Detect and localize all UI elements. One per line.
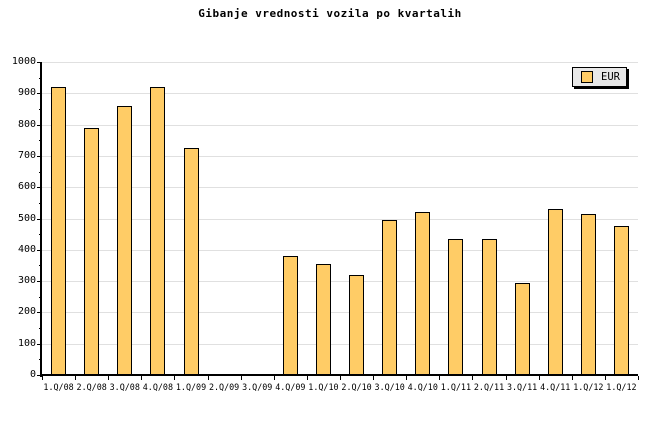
x-tick-label: 3.Q/11	[506, 382, 538, 392]
y-major-tick	[37, 218, 42, 220]
y-major-tick	[37, 249, 42, 251]
bar	[282, 256, 298, 375]
x-boundary-tick	[42, 376, 43, 380]
bar	[481, 238, 497, 375]
x-tick-label: 4.Q/08	[142, 382, 174, 392]
y-major-tick	[37, 343, 42, 345]
y-major-tick	[37, 124, 42, 126]
x-boundary-tick	[604, 376, 606, 380]
gridline	[42, 187, 638, 189]
y-tick-label: 200	[17, 306, 36, 318]
gridline	[42, 281, 638, 283]
x-tick-label: 1.Q/10	[308, 382, 339, 392]
gridline	[42, 62, 638, 63]
bar	[613, 226, 629, 375]
x-tick-label: 4.Q/10	[407, 382, 438, 392]
x-tick-label: 3.Q/08	[109, 382, 140, 392]
y-tick-label: 1000	[11, 56, 36, 67]
x-boundary-tick	[340, 376, 341, 380]
bar	[448, 238, 464, 375]
bar	[547, 209, 563, 375]
x-boundary-tick	[141, 376, 143, 380]
x-tick-label: 4.Q/11	[540, 382, 571, 392]
gridline	[42, 343, 638, 345]
x-boundary-tick	[306, 376, 308, 380]
y-tick-label: 600	[17, 181, 36, 193]
y-major-tick	[37, 281, 42, 283]
gridline	[42, 155, 638, 157]
x-boundary-tick	[273, 376, 275, 380]
gridline	[42, 218, 638, 220]
x-tick-label: 2.Q/08	[76, 382, 107, 392]
y-axis	[40, 62, 42, 377]
bar	[514, 282, 530, 375]
y-tick-label: 100	[17, 337, 36, 349]
x-boundary-tick	[505, 376, 507, 380]
gridline	[42, 249, 638, 251]
x-tick-label: 1.Q/08	[43, 382, 74, 392]
bar	[84, 127, 100, 375]
bar	[117, 105, 133, 375]
x-tick-label: 1.Q/11	[440, 382, 472, 392]
bar	[580, 213, 596, 375]
bar	[382, 220, 398, 375]
x-boundary-tick	[75, 376, 77, 380]
x-tick-label: 2.Q/09	[208, 382, 240, 392]
y-major-tick	[37, 375, 42, 376]
x-tick-label: 4.Q/09	[275, 382, 306, 392]
x-boundary-tick	[373, 376, 375, 380]
x-axis	[40, 374, 638, 376]
y-tick-label: 800	[17, 118, 36, 130]
x-boundary-tick	[472, 376, 474, 380]
y-tick-label: 400	[17, 243, 36, 255]
y-major-tick	[37, 62, 42, 63]
legend-label: EUR	[601, 71, 620, 83]
x-tick-label: 1.Q/12	[573, 382, 604, 392]
x-tick-label: 3.Q/09	[242, 382, 273, 392]
bar	[150, 87, 166, 375]
bar	[349, 274, 365, 375]
x-boundary-tick	[538, 376, 540, 380]
bar	[183, 148, 199, 375]
bar	[51, 87, 67, 375]
x-tick-label: 2.Q/11	[473, 382, 505, 392]
y-tick-label: 300	[17, 275, 36, 287]
chart-title: Gibanje vrednosti vozila po kvartalih	[198, 7, 462, 20]
x-boundary-tick	[571, 376, 573, 380]
x-boundary-tick	[638, 376, 639, 380]
y-tick-label: 700	[17, 149, 36, 161]
bar	[315, 263, 331, 375]
legend: EUR	[572, 67, 627, 87]
bar	[415, 212, 431, 375]
x-boundary-tick	[406, 376, 408, 380]
x-tick-label: 2.Q/10	[341, 382, 372, 392]
x-boundary-tick	[439, 376, 441, 380]
y-major-tick	[37, 312, 42, 314]
y-tick-label: 500	[17, 212, 36, 224]
y-tick-label: 0	[29, 369, 36, 380]
x-boundary-tick	[174, 376, 176, 380]
x-tick-label: 3.Q/10	[374, 382, 405, 392]
x-boundary-tick	[240, 376, 242, 380]
x-boundary-tick	[108, 376, 110, 380]
x-boundary-tick	[207, 376, 209, 380]
y-major-tick	[37, 187, 42, 189]
gridline	[42, 124, 638, 126]
y-tick-label: 900	[17, 87, 36, 99]
y-major-tick	[37, 155, 42, 157]
gridline	[42, 93, 638, 95]
x-tick-label: 1.Q/09	[175, 382, 207, 392]
legend-swatch-icon	[581, 71, 593, 83]
y-major-tick	[37, 93, 42, 95]
x-tick-label: 1.Q/12	[606, 382, 637, 392]
gridline	[42, 312, 638, 314]
